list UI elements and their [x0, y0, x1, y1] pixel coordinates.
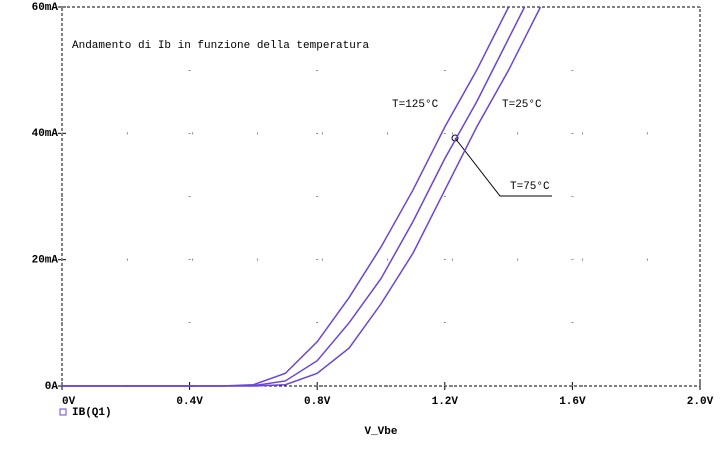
curve: [62, 6, 542, 387]
curve: [62, 6, 526, 387]
x-tick-label: 0.4V: [176, 396, 203, 408]
y-tick-label: 20mA: [32, 255, 59, 267]
curve-label: T=75°C: [510, 181, 550, 193]
y-tick-label: 0A: [45, 381, 59, 393]
legend-entry: IB(Q1): [72, 407, 112, 419]
x-tick-label: 1.2V: [432, 396, 459, 408]
annotation: Andamento di Ib in funzione della temper…: [72, 40, 369, 52]
leader-line: [454, 137, 552, 197]
curve-label: T=125°C: [392, 99, 439, 111]
x-tick-label: 0V: [62, 396, 76, 408]
y-tick-label: 60mA: [32, 2, 59, 14]
legend-marker: [59, 408, 67, 416]
curve-label: T=25°C: [502, 99, 542, 111]
x-axis-label: V_Vbe: [364, 426, 397, 438]
plot-frame: [61, 6, 701, 387]
x-tick-label: 0.8V: [304, 396, 331, 408]
y-tick-label: 40mA: [32, 128, 59, 140]
x-tick-label: 1.6V: [559, 396, 586, 408]
x-tick-label: 2.0V: [687, 396, 714, 408]
